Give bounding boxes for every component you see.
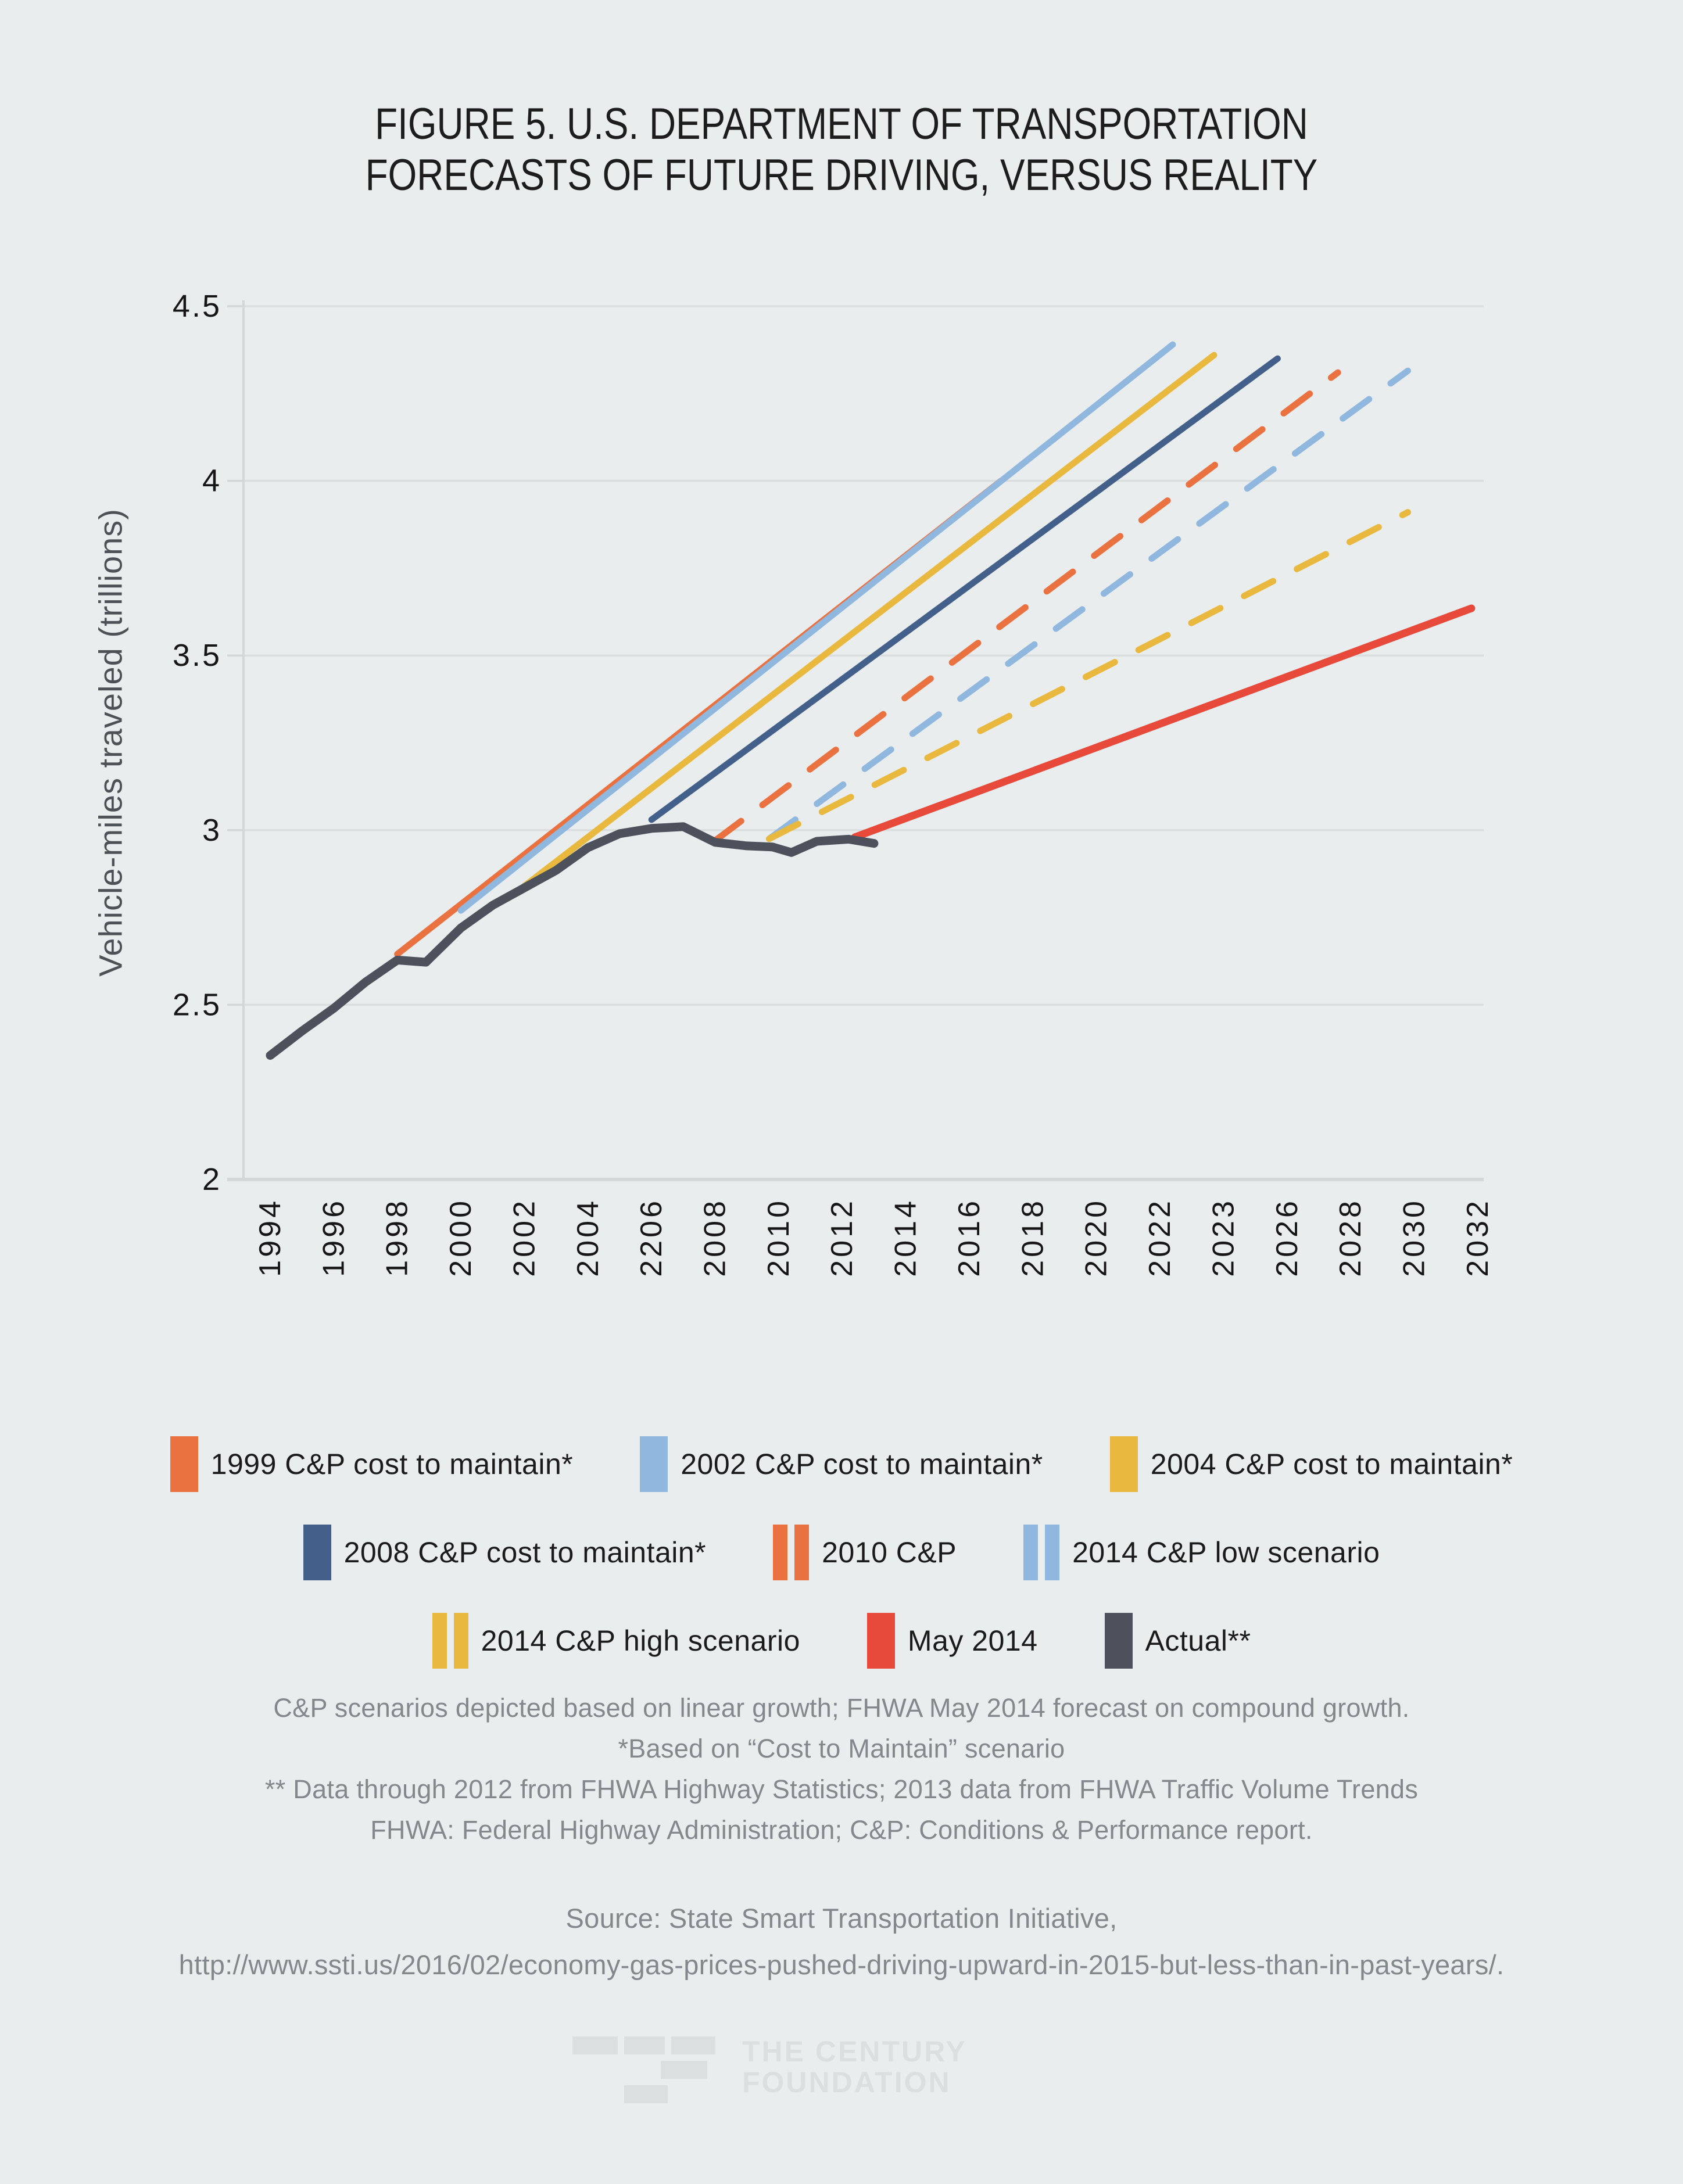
chart-title-line1: FIGURE 5. U.S. DEPARTMENT OF TRANSPORTAT… — [375, 99, 1308, 149]
legend-swatch — [432, 1613, 468, 1669]
legend-label: May 2014 — [907, 1624, 1038, 1657]
legend-item: May 2014 — [866, 1613, 1038, 1669]
x-tick-label: 2014 — [889, 1198, 923, 1277]
x-tick-label: 2010 — [762, 1198, 796, 1277]
century-foundation-logo: THE CENTURY FOUNDATION — [572, 2036, 967, 2109]
legend-item: 2008 C&P cost to maintain* — [303, 1525, 707, 1580]
legend-item: Actual** — [1104, 1613, 1251, 1669]
y-tick-label: 2.5 — [173, 987, 221, 1022]
legend-row: 2008 C&P cost to maintain* 2010 C&P 2014 C… — [303, 1525, 1380, 1580]
legend-item: 2014 C&P high scenario — [432, 1613, 800, 1669]
x-tick-label: 2032 — [1461, 1198, 1495, 1277]
x-tick-label: 2022 — [1143, 1198, 1177, 1277]
x-tick-label: 2012 — [825, 1198, 859, 1277]
legend-label: 1999 C&P cost to maintain* — [210, 1448, 574, 1480]
chart-legend: 1999 C&P cost to maintain* 2002 C&P cost … — [0, 1436, 1683, 1669]
x-tick-label: 2018 — [1016, 1198, 1050, 1277]
legend-label: 2008 C&P cost to maintain* — [343, 1536, 707, 1569]
y-tick-label: 4 — [202, 464, 221, 499]
x-tick-label: 2206 — [635, 1198, 668, 1277]
y-tick-label: 2 — [202, 1162, 221, 1197]
series-line-2014-c-p-low-scenario — [766, 367, 1411, 842]
legend-item: 2014 C&P low scenario — [1023, 1525, 1380, 1580]
series-line-2004-c-p-cost-to-maintain — [521, 352, 1218, 890]
source-line: Source: State Smart Transportation Initi… — [565, 1903, 1118, 1934]
x-tick-label: 2016 — [952, 1198, 986, 1277]
legend-row: 2014 C&P high scenario May 2014 Actual** — [432, 1613, 1251, 1669]
logo-block — [572, 2036, 618, 2054]
legend-swatch — [640, 1436, 668, 1492]
logo-block — [661, 2061, 707, 2079]
legend-item: 2010 C&P — [773, 1525, 957, 1580]
legend-swatch-bar — [773, 1525, 788, 1580]
x-tick-label: 1994 — [253, 1198, 287, 1277]
legend-swatch — [303, 1525, 331, 1580]
y-tick-label: 3 — [202, 813, 221, 848]
footnote-line: FHWA: Federal Highway Administration; C&… — [370, 1815, 1313, 1845]
series-line-2014-c-p-high-scenario — [766, 509, 1411, 842]
y-tick-label: 4.5 — [173, 289, 221, 324]
legend-swatch — [1023, 1525, 1060, 1580]
x-tick-label: 2026 — [1270, 1198, 1304, 1277]
line-chart: 2 2.5 3 3.5 4 4.5 1994 1996 1998 2000 2002 2004 2206… — [92, 289, 1495, 1277]
tcf-logo-mark-icon — [572, 2036, 724, 2109]
legend-label: 2014 C&P high scenario — [481, 1624, 800, 1657]
legend-label: Actual** — [1145, 1624, 1251, 1657]
logo-line1: THE CENTURY — [742, 2035, 967, 2068]
legend-swatch — [1109, 1436, 1138, 1492]
legend-item: 1999 C&P cost to maintain* — [170, 1436, 574, 1492]
series-line-actual — [266, 822, 879, 1060]
footnote-line: ** Data through 2012 from FHWA Highway S… — [264, 1774, 1419, 1804]
legend-item: 2002 C&P cost to maintain* — [640, 1436, 1043, 1492]
chart-title: FIGURE 5. U.S. DEPARTMENT OF TRANSPORTAT… — [135, 99, 1549, 201]
legend-item: 2004 C&P cost to maintain* — [1109, 1436, 1513, 1492]
x-tick-label: 2023 — [1206, 1198, 1240, 1277]
legend-swatch-bar — [432, 1613, 447, 1669]
x-tick-label: 2002 — [507, 1198, 541, 1277]
series-line-2010-c-p — [712, 369, 1341, 844]
x-tick-label: 2020 — [1080, 1198, 1113, 1277]
logo-block — [671, 2036, 715, 2054]
logo-wordmark: THE CENTURY FOUNDATION — [742, 2036, 967, 2098]
y-axis-title: Vehicle-miles traveled (trillions) — [92, 508, 129, 977]
legend-swatch-bar — [1045, 1525, 1060, 1580]
x-tick-label: 2008 — [699, 1198, 732, 1277]
legend-swatch — [773, 1525, 810, 1580]
x-tick-label: 2028 — [1334, 1198, 1367, 1277]
x-tick-label: 1998 — [381, 1198, 414, 1277]
series-line-2002-c-p-cost-to-maintain — [457, 341, 1176, 914]
legend-swatch — [1104, 1613, 1133, 1669]
source-citation: Source: State Smart Transportation Initi… — [0, 1895, 1683, 1988]
series-line-2008-c-p-cost-to-maintain — [648, 355, 1281, 823]
footnote-line: *Based on “Cost to Maintain” scenario — [618, 1734, 1065, 1763]
x-tick-label: 2030 — [1397, 1198, 1431, 1277]
footnote-line: C&P scenarios depicted based on linear g… — [273, 1693, 1410, 1723]
legend-swatch-bar — [794, 1525, 810, 1580]
logo-block — [624, 2036, 665, 2054]
source-link-text: http://www.ssti.us/2016/02/economy-gas-p… — [178, 1949, 1505, 1980]
legend-label: 2010 C&P — [822, 1536, 957, 1569]
legend-row: 1999 C&P cost to maintain* 2002 C&P cost … — [170, 1436, 1513, 1492]
x-tick-label: 1996 — [317, 1198, 350, 1277]
legend-swatch-bar — [453, 1613, 468, 1669]
y-tick-label: 3.5 — [173, 638, 221, 673]
legend-swatch-bar — [1023, 1525, 1039, 1580]
x-tick-label: 2000 — [444, 1198, 478, 1277]
footnotes: C&P scenarios depicted based on linear g… — [0, 1688, 1683, 1851]
chart-title-line2: FORECASTS OF FUTURE DRIVING, VERSUS REAL… — [365, 150, 1318, 200]
legend-swatch — [866, 1613, 895, 1669]
series-line-may-2014 — [851, 604, 1476, 841]
legend-swatch — [170, 1436, 198, 1492]
logo-block — [624, 2085, 668, 2103]
logo-line2: FOUNDATION — [742, 2066, 951, 2099]
x-tick-label: 2004 — [571, 1198, 605, 1277]
legend-label: 2004 C&P cost to maintain* — [1150, 1448, 1513, 1480]
legend-label: 2002 C&P cost to maintain* — [681, 1448, 1043, 1480]
legend-label: 2014 C&P low scenario — [1072, 1536, 1380, 1569]
